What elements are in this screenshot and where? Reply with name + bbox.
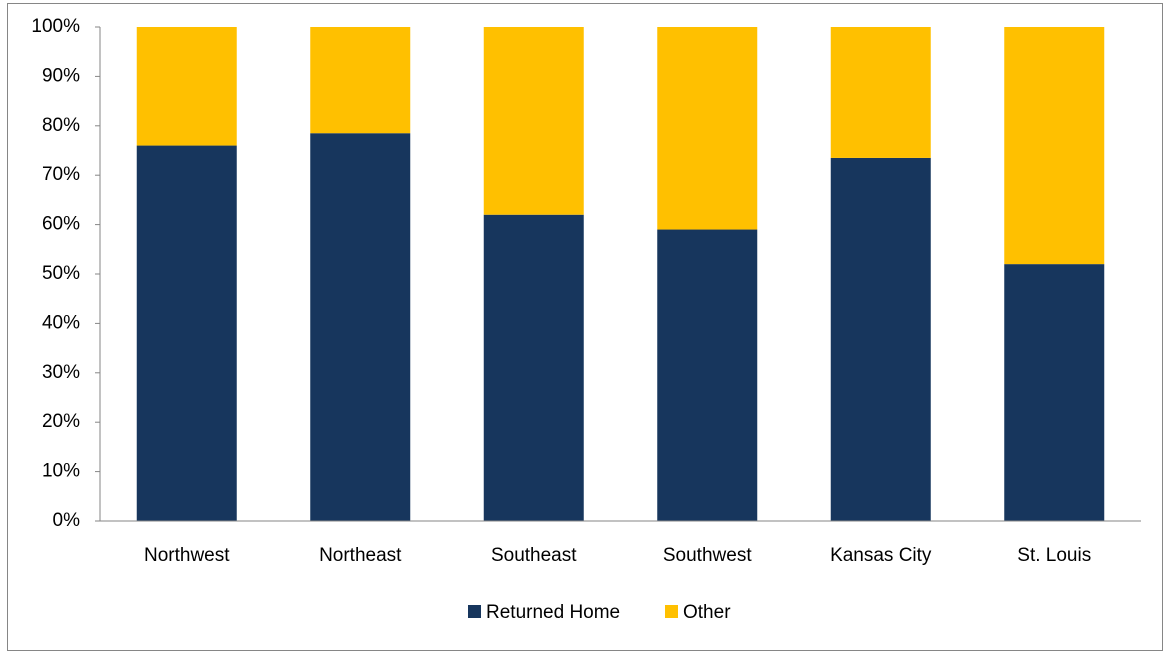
bar-segment — [136, 145, 237, 521]
legend-swatch — [665, 605, 678, 618]
bar-segment — [1004, 264, 1105, 521]
legend-label: Other — [683, 602, 731, 623]
x-tick-label: Northeast — [319, 545, 402, 566]
y-tick-label: 90% — [42, 65, 80, 86]
bar-segment — [310, 133, 411, 521]
bar-segment — [483, 27, 584, 215]
bar-segment — [657, 229, 758, 522]
x-tick-label: Southeast — [491, 545, 577, 566]
y-tick-label: 50% — [42, 263, 80, 284]
y-tick-label: 40% — [42, 312, 80, 333]
y-tick-label: 10% — [42, 461, 80, 482]
y-tick-label: 70% — [42, 164, 80, 185]
x-tick-label: Northwest — [144, 545, 230, 566]
y-tick-label: 30% — [42, 362, 80, 383]
y-tick-label: 0% — [53, 510, 81, 531]
bar-segment — [1004, 27, 1105, 265]
bar-segment — [483, 214, 584, 521]
y-tick-label: 60% — [42, 214, 80, 235]
y-tick-label: 80% — [42, 115, 80, 136]
legend-label: Returned Home — [486, 602, 620, 623]
bar-segment — [830, 27, 931, 158]
bar-segment — [657, 27, 758, 230]
y-tick-label: 100% — [31, 16, 80, 37]
x-tick-label: St. Louis — [1017, 545, 1091, 566]
y-tick-label: 20% — [42, 411, 80, 432]
x-tick-label: Southwest — [663, 545, 752, 566]
bar-segment — [310, 27, 411, 134]
legend-swatch — [468, 605, 481, 618]
bar-segment — [136, 27, 237, 146]
bar-segment — [830, 157, 931, 521]
x-tick-label: Kansas City — [830, 545, 932, 566]
